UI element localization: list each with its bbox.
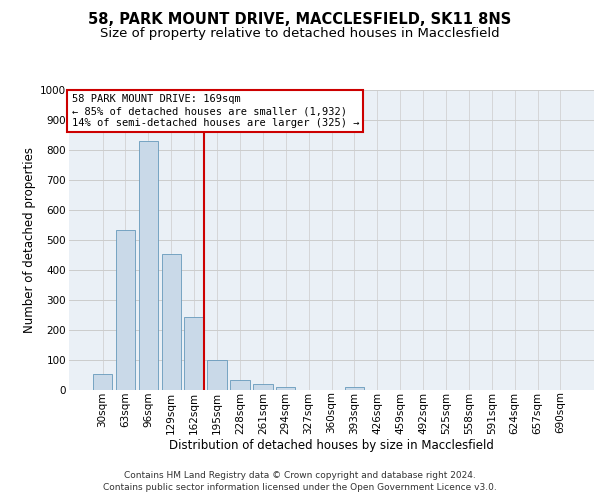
Bar: [208, 360, 227, 390]
Text: 58, PARK MOUNT DRIVE, MACCLESFIELD, SK11 8NS: 58, PARK MOUNT DRIVE, MACCLESFIELD, SK11…: [88, 12, 512, 28]
Bar: [184, 316, 204, 390]
Bar: [161, 254, 181, 390]
Text: 58 PARK MOUNT DRIVE: 169sqm
← 85% of detached houses are smaller (1,932)
14% of : 58 PARK MOUNT DRIVE: 169sqm ← 85% of det…: [71, 94, 359, 128]
Bar: [253, 384, 272, 390]
Bar: [139, 141, 158, 390]
Bar: [344, 387, 364, 390]
Bar: [230, 380, 250, 390]
Text: Contains HM Land Registry data © Crown copyright and database right 2024.
Contai: Contains HM Land Registry data © Crown c…: [103, 471, 497, 492]
Text: Size of property relative to detached houses in Macclesfield: Size of property relative to detached ho…: [100, 28, 500, 40]
X-axis label: Distribution of detached houses by size in Macclesfield: Distribution of detached houses by size …: [169, 439, 494, 452]
Bar: [276, 387, 295, 390]
Bar: [93, 374, 112, 390]
Y-axis label: Number of detached properties: Number of detached properties: [23, 147, 36, 333]
Bar: [116, 230, 135, 390]
